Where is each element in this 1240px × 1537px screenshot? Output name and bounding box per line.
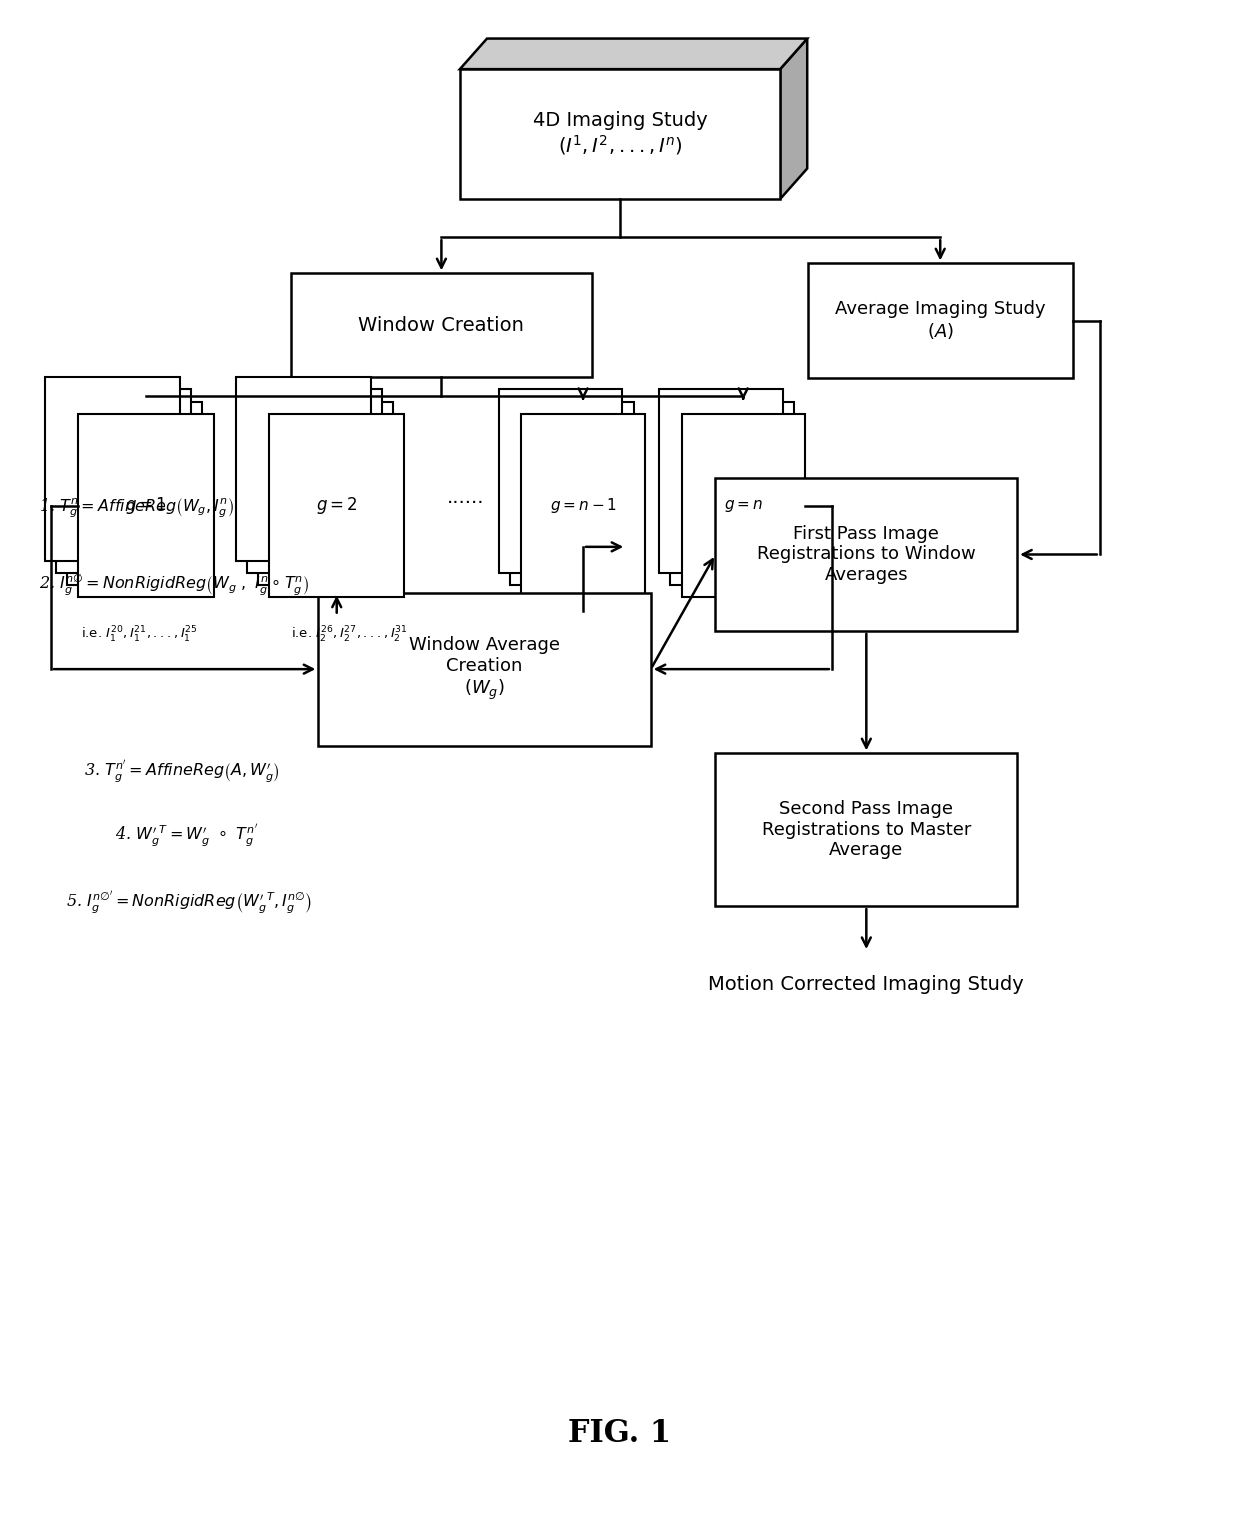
Bar: [258, 401, 393, 586]
Text: ......: ......: [448, 489, 485, 507]
Text: $g = n$: $g = n$: [724, 498, 763, 513]
Bar: [671, 401, 794, 586]
Text: i.e. $I_1^{20}, I_1^{21},...,I_1^{25}$: i.e. $I_1^{20}, I_1^{21},...,I_1^{25}$: [82, 626, 198, 646]
Bar: [460, 69, 780, 200]
Bar: [319, 593, 651, 745]
Polygon shape: [460, 38, 807, 69]
Bar: [660, 389, 782, 573]
Text: 4D Imaging Study
$(I^1, I^2,...,I^n)$: 4D Imaging Study $(I^1, I^2,...,I^n)$: [533, 111, 707, 157]
Text: FIG. 1: FIG. 1: [568, 1419, 672, 1449]
Bar: [269, 413, 404, 598]
Bar: [247, 389, 382, 573]
Bar: [56, 389, 191, 573]
Text: $g = 2$: $g = 2$: [316, 495, 357, 516]
Text: Second Pass Image
Registrations to Master
Average: Second Pass Image Registrations to Maste…: [761, 799, 971, 859]
Bar: [236, 377, 371, 561]
Bar: [715, 478, 1017, 630]
Text: Window Average
Creation
$(W_g)$: Window Average Creation $(W_g)$: [409, 636, 560, 702]
Text: $g = n-1$: $g = n-1$: [549, 496, 616, 515]
Bar: [67, 401, 202, 586]
Bar: [45, 377, 180, 561]
Text: 4. $W_g'^T = W_g' \ \circ \ T_g^{n'}$: 4. $W_g'^T = W_g' \ \circ \ T_g^{n'}$: [115, 822, 258, 848]
Bar: [78, 413, 213, 598]
Bar: [290, 274, 593, 377]
Text: Average Imaging Study
$(A)$: Average Imaging Study $(A)$: [835, 300, 1045, 341]
Polygon shape: [780, 38, 807, 200]
Bar: [682, 413, 805, 598]
Bar: [500, 389, 622, 573]
Text: 3. $T_g^{n'} = AffineReg\left(A ,W_g'\right)$: 3. $T_g^{n'} = AffineReg\left(A ,W_g'\ri…: [84, 759, 280, 784]
Bar: [522, 413, 645, 598]
Bar: [511, 401, 634, 586]
Bar: [807, 263, 1073, 378]
Text: i.e. $I_2^{26}, I_2^{27},...,I_2^{31}$: i.e. $I_2^{26}, I_2^{27},...,I_2^{31}$: [290, 626, 408, 646]
Bar: [715, 753, 1017, 907]
Text: First Pass Image
Registrations to Window
Averages: First Pass Image Registrations to Window…: [756, 524, 976, 584]
Text: Motion Corrected Imaging Study: Motion Corrected Imaging Study: [708, 974, 1024, 994]
Text: $g = 1$: $g = 1$: [125, 495, 167, 516]
Text: Window Creation: Window Creation: [358, 315, 525, 335]
Text: 1. $T_g^n = AffineReg\left(W_g ,I_g^n\right)$: 1. $T_g^n = AffineReg\left(W_g ,I_g^n\ri…: [38, 496, 233, 521]
Text: 5. $I_g^{n\emptyset'} = NonRigidReg\left(W_g'^T ,I_g^{n\emptyset}\right)$: 5. $I_g^{n\emptyset'} = NonRigidReg\left…: [66, 890, 312, 916]
Text: 2. $I_g^{n\emptyset} = NonRigidReg\left(W_g \ ,\ I_g^n \circ T_g^n\right)$: 2. $I_g^{n\emptyset} = NonRigidReg\left(…: [38, 572, 309, 598]
